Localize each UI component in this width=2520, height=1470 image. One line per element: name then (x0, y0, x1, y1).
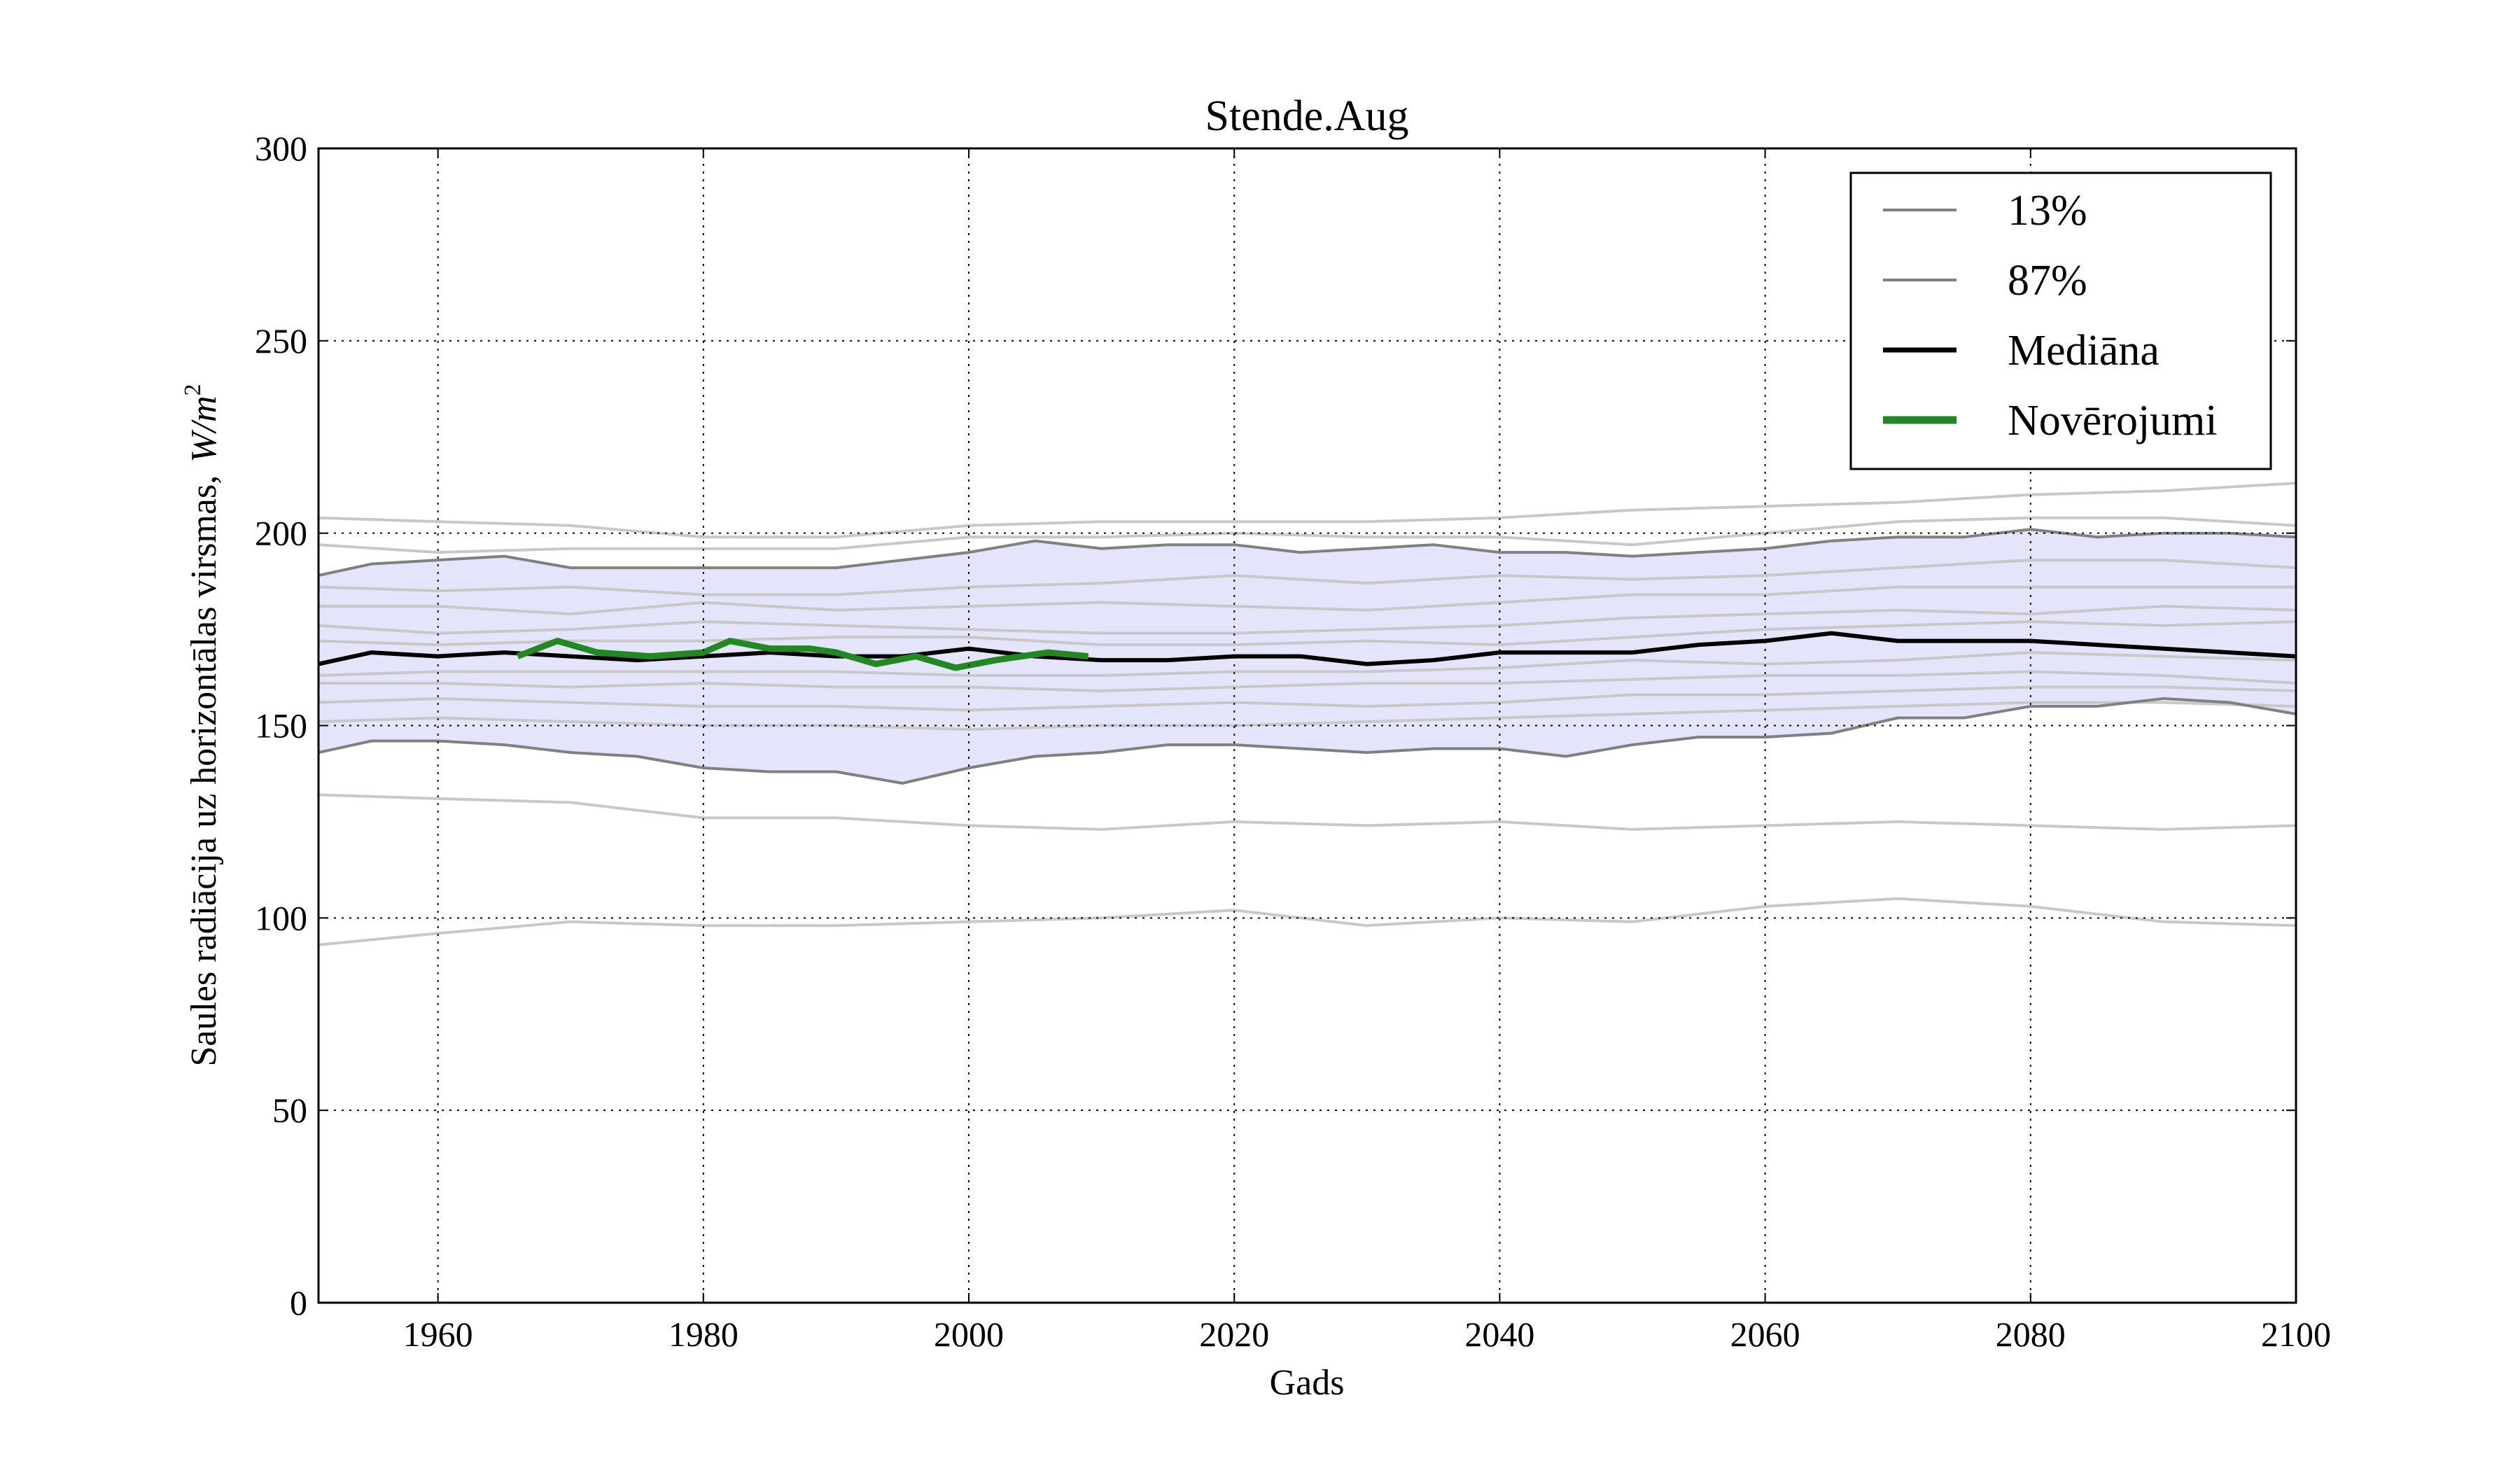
legend-label: 13% (2008, 187, 2087, 234)
chart-title: Stende.Aug (1205, 92, 1408, 140)
x-tick-label: 2020 (1199, 1315, 1269, 1354)
series-line-nov-rojumi (516, 638, 1089, 671)
legend-label: Mediāna (2008, 327, 2160, 374)
y-axis-title: Saules radiācija uz horizontālas virsmas… (180, 384, 224, 1066)
x-tick-label: 2000 (934, 1315, 1004, 1354)
y-axis-unit-slash: / (184, 419, 224, 434)
x-tick-label: 1980 (668, 1315, 738, 1354)
ensemble-member-line (318, 685, 2296, 712)
ensemble-member-line (318, 559, 2296, 596)
y-axis-unit-w: W (184, 429, 224, 463)
legend: 13% 87% Mediāna Novērojumi (1849, 172, 2272, 470)
ensemble-member-line (318, 670, 2296, 692)
x-tick-label: 2060 (1730, 1315, 1800, 1354)
series-line-medi-na (318, 631, 2296, 666)
ensemble-member-line (318, 585, 2296, 616)
y-tick-label: 150 (255, 706, 307, 746)
legend-label: 87% (2008, 257, 2087, 304)
y-axis-unit-exp: 2 (180, 384, 206, 396)
y-axis-title-text: Saules radiācija uz horizontālas virsmas… (184, 475, 224, 1067)
x-axis-title: Gads (1270, 1363, 1345, 1403)
x-tick-label: 2040 (1464, 1315, 1534, 1354)
legend-label: Novērojumi (2008, 397, 2218, 444)
ensemble-members (318, 482, 2296, 946)
series-line-13 (318, 697, 2296, 785)
ensemble-member-line (318, 651, 2296, 677)
x-tick-label: 1960 (403, 1315, 473, 1354)
y-tick-label: 100 (255, 898, 307, 937)
ticks: 1960 1980 2000 2020 2040 2060 2080 2100 0 50 100 15… (255, 129, 2331, 1354)
x-tick-label: 2080 (1996, 1315, 2066, 1354)
y-axis-unit-m: m (184, 396, 224, 422)
series-line-87 (318, 528, 2296, 578)
ensemble-member-line (318, 793, 2296, 831)
y-tick-label: 300 (255, 129, 307, 168)
ensemble-member-line (318, 605, 2296, 635)
plot-area (318, 482, 2296, 946)
plot-frame (317, 147, 2297, 1304)
ensemble-member-line (318, 897, 2296, 946)
y-tick-label: 0 (290, 1283, 307, 1322)
ensemble-member-line (318, 701, 2296, 731)
series-layer (318, 528, 2296, 785)
y-tick-label: 200 (255, 514, 307, 553)
ensemble-member-line (318, 620, 2296, 647)
ensemble-member-line (318, 516, 2296, 554)
x-tick-label: 2100 (2261, 1315, 2331, 1354)
y-tick-label: 50 (272, 1091, 307, 1130)
ensemble-member-line (318, 482, 2296, 539)
y-tick-label: 250 (255, 321, 307, 360)
